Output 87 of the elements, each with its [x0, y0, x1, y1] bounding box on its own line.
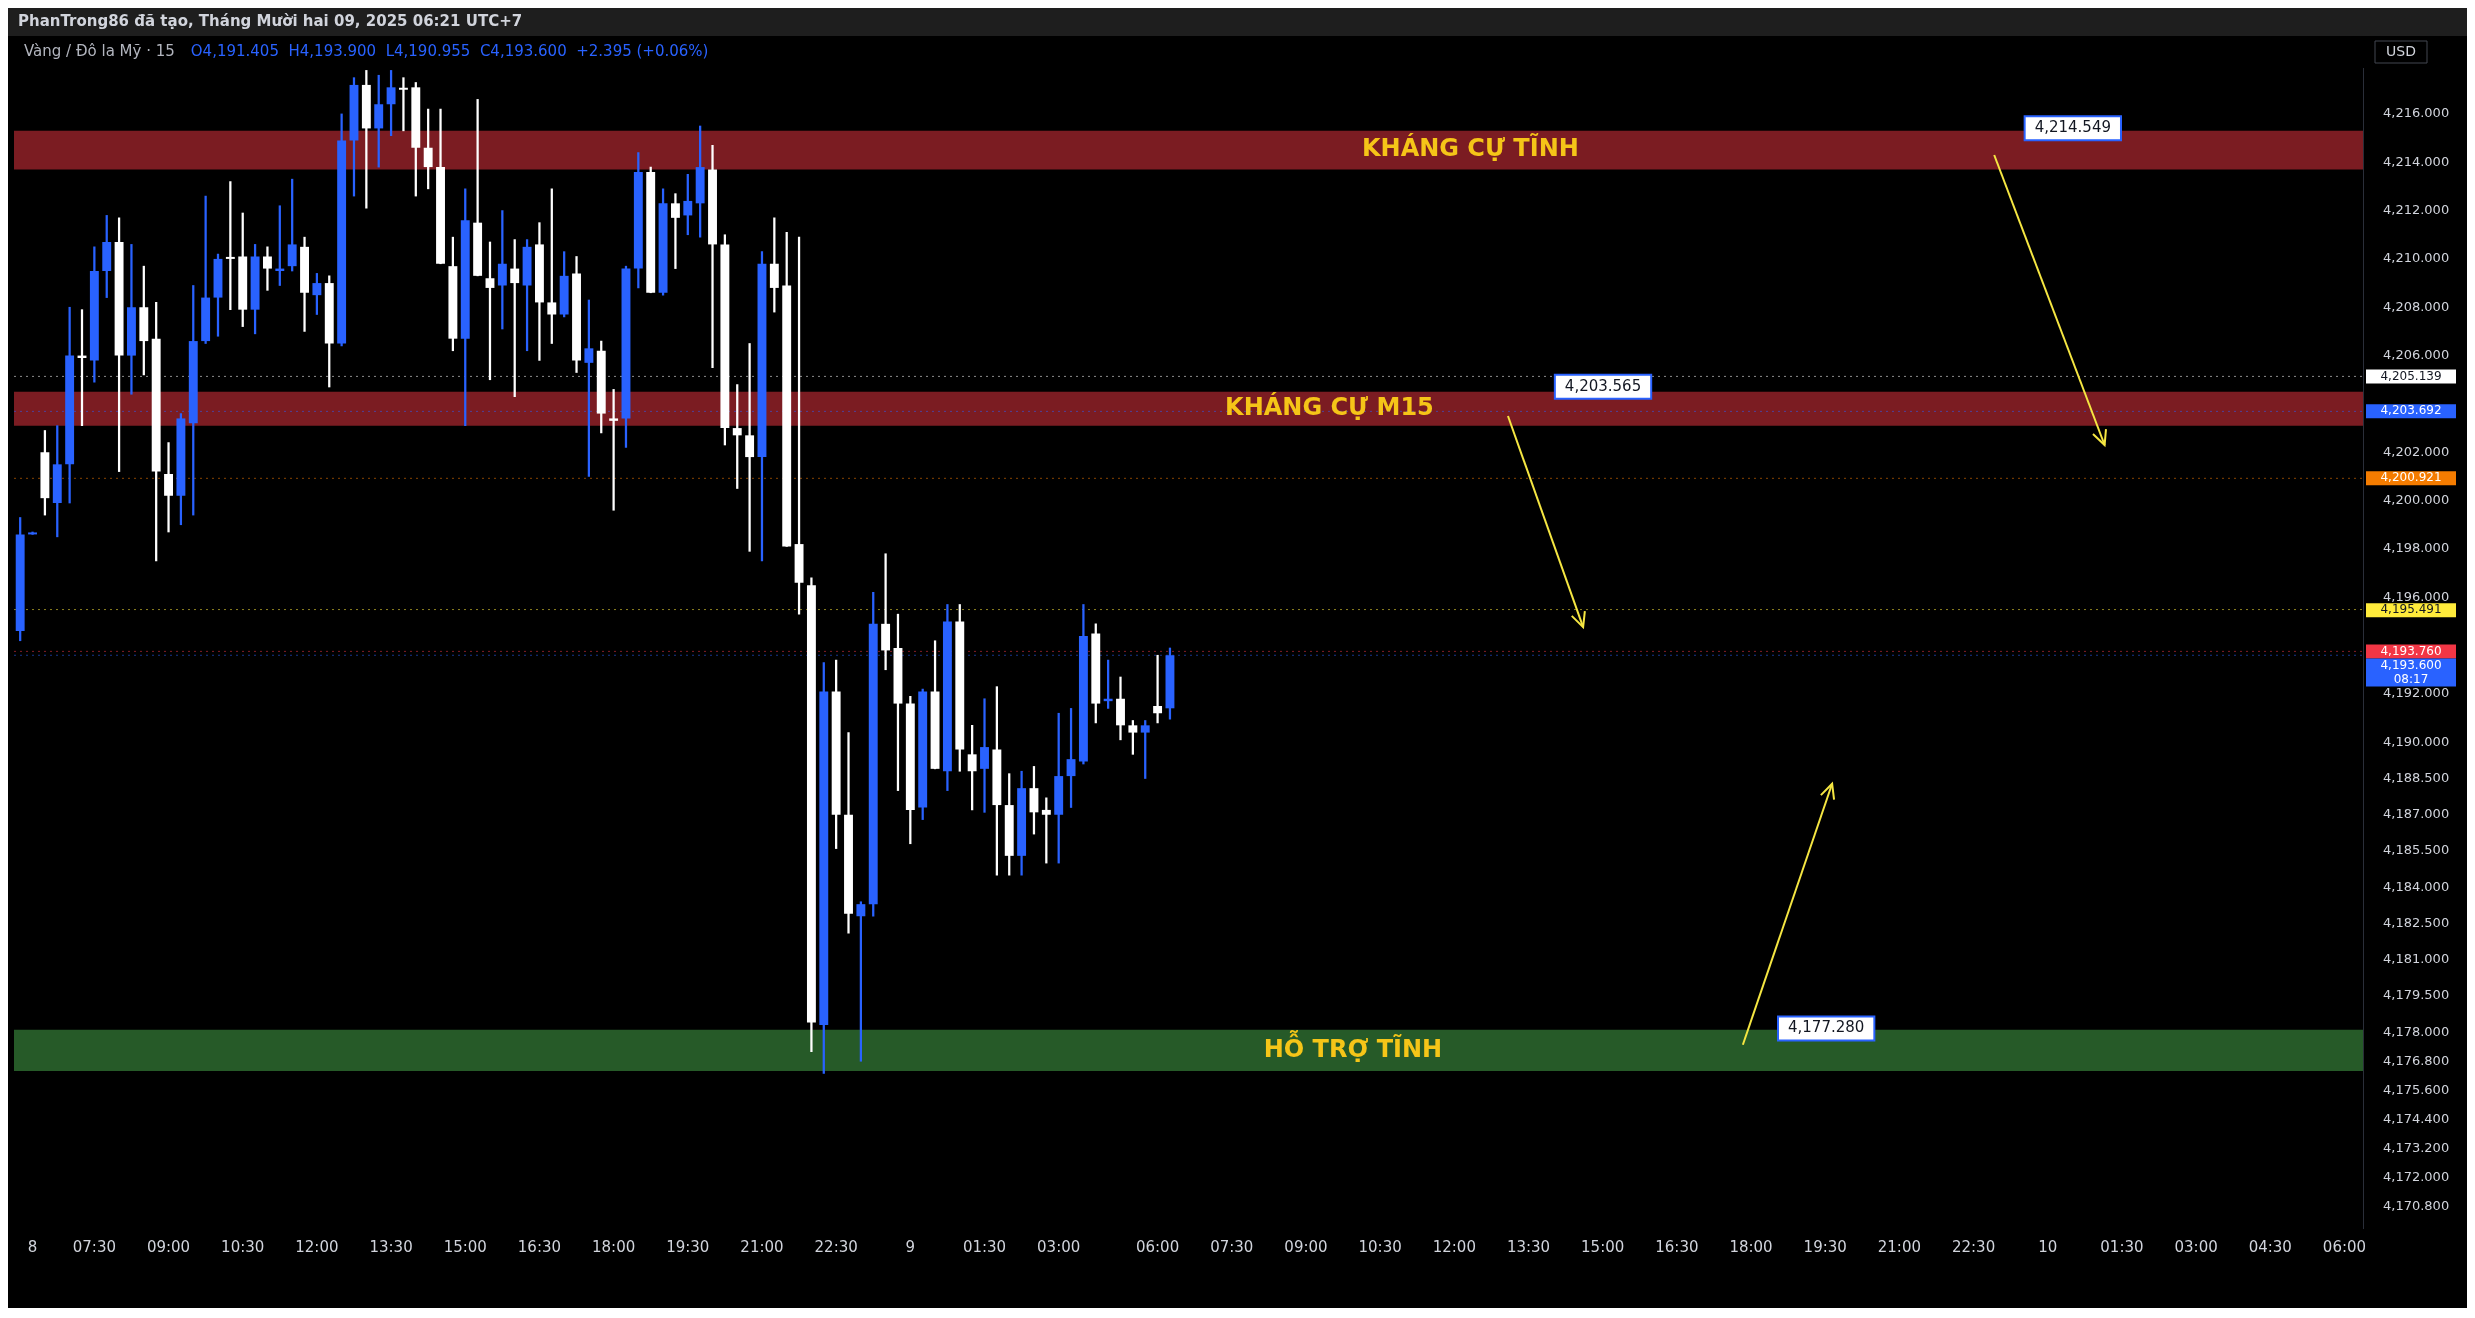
x-tick-label: 9: [905, 1237, 916, 1256]
x-tick-label: 06:00: [2322, 1237, 2367, 1256]
x-tick-label: 10:30: [221, 1237, 265, 1256]
x-tick-label: 03:00: [1037, 1237, 1081, 1256]
x-tick-label: 03:00: [2174, 1237, 2218, 1256]
candlestick: [881, 553, 891, 671]
y-tick-label: 4,192.000: [2383, 685, 2450, 701]
y-tick-label: 4,185.500: [2383, 842, 2450, 858]
y-tick-label: 4,179.500: [2383, 987, 2450, 1003]
text: PhanTrong86 đã tạo, Tháng Mười hai 09, 2025 06:21 UTC+7: [18, 11, 523, 30]
y-tick-label: 4,190.000: [2383, 733, 2450, 749]
annotation: 4,214.549: [2034, 118, 2111, 137]
y-tick-label: 4,178.000: [2383, 1023, 2450, 1039]
candlestick: [980, 698, 989, 813]
x-tick-label: 07:30: [1210, 1237, 1254, 1256]
candlestick: [262, 246, 272, 291]
x-tick-label: 09:00: [146, 1237, 191, 1256]
x-tick-label: 19:30: [666, 1237, 710, 1256]
x-tick-label: 01:30: [962, 1237, 1007, 1256]
x-tick-label: 16:30: [517, 1237, 562, 1256]
x-tick-label: 22:30: [1951, 1237, 1996, 1256]
x-tick-label: 07:30: [72, 1237, 116, 1256]
annotation: 4,203.565: [1564, 376, 1642, 395]
candlestick: [1153, 654, 1163, 724]
x-tick-label: 09:00: [1284, 1237, 1328, 1256]
x-tick-label: 22:30: [814, 1237, 858, 1256]
x-tick-label: 13:30: [1506, 1237, 1551, 1256]
candlestick: [398, 77, 408, 132]
x-tick-label: 12:00: [1432, 1237, 1476, 1256]
y-tick-label: 4,172.000: [2383, 1168, 2450, 1184]
y-tick-label: 4,214.000: [2383, 153, 2450, 169]
chart-title: Vàng / Đô la Mỹ · 15: [24, 41, 175, 60]
ref-line-label: 4,205.139: [2380, 368, 2442, 383]
y-tick-label: 4,176.800: [2383, 1052, 2450, 1068]
x-tick-label: 04:30: [2248, 1237, 2292, 1256]
chart-subtitle: O4,191.405 H4,193.900 L4,190.955 C4,193.600 +2.395 (+0.06%): [190, 41, 709, 60]
y-tick-label: 4,174.400: [2383, 1110, 2450, 1126]
y-tick-label: 4,187.000: [2383, 806, 2450, 822]
y-tick-label: 4,208.000: [2383, 298, 2450, 314]
y-tick-label: 4,212.000: [2383, 201, 2450, 217]
y-tick-label: 4,173.200: [2383, 1139, 2450, 1155]
y-tick-label: 4,181.000: [2383, 951, 2450, 967]
x-tick-label: 06:00: [1135, 1237, 1180, 1256]
x-tick-label: 15:00: [1581, 1237, 1625, 1256]
y-tick-label: 4,184.000: [2383, 878, 2450, 894]
text: 08:17: [2393, 671, 2429, 686]
y-tick-label: 4,216.000: [2383, 105, 2450, 121]
band-label: HỖ TRỢ TĨNH: [1263, 1029, 1443, 1063]
annotation: 4,177.280: [1788, 1018, 1865, 1037]
x-tick-label: 19:30: [1803, 1237, 1847, 1256]
y-tick-label: 4,202.000: [2383, 443, 2450, 459]
y-tick-label: 4,206.000: [2383, 346, 2450, 362]
y-tick-label: 4,210.000: [2383, 250, 2450, 266]
candlestick: [473, 99, 483, 277]
y-tick-label: 4,170.800: [2383, 1197, 2450, 1213]
y-tick-label: 4,175.600: [2383, 1081, 2450, 1097]
x-tick-label: 8: [27, 1237, 38, 1256]
y-axis-title: USD: [2386, 42, 2416, 59]
y-tick-label: 4,182.500: [2383, 914, 2450, 930]
candlestick: [201, 195, 211, 344]
x-tick-label: 21:00: [1877, 1237, 1921, 1256]
x-tick-label: 18:00: [592, 1237, 636, 1256]
x-tick-label: 01:30: [2100, 1237, 2144, 1256]
ref-line-label: 4,200.921: [2380, 470, 2442, 485]
y-tick-label: 4,188.500: [2383, 769, 2450, 785]
ref-line-label: 4,195.491: [2380, 602, 2442, 617]
x-tick-label: 18:00: [1729, 1237, 1773, 1256]
y-tick-label: 4,198.000: [2383, 540, 2450, 556]
x-tick-label: 12:00: [295, 1237, 339, 1256]
ref-line-label: 4,193.760: [2380, 643, 2442, 658]
y-tick-label: 4,196.000: [2383, 588, 2450, 604]
ref-line-label: 4,203.692: [2380, 403, 2442, 418]
ref-line-label: 4,193.600: [2380, 657, 2442, 672]
x-tick-label: 21:00: [740, 1237, 784, 1256]
candlestick: [164, 442, 173, 533]
x-tick-label: 10:30: [1358, 1237, 1402, 1256]
candlestick: [609, 389, 619, 511]
band-label: KHÁNG CỰ TĨNH: [1361, 133, 1579, 163]
x-tick-label: 10: [2038, 1237, 2058, 1256]
y-tick-label: 4,200.000: [2383, 491, 2450, 507]
x-tick-label: 15:00: [443, 1237, 487, 1256]
candlestick: [127, 244, 136, 395]
candlestick: [670, 193, 680, 269]
x-tick-label: 13:30: [369, 1237, 413, 1256]
candlestick: [745, 343, 755, 552]
band-label: KHÁNG CỰ M15: [1225, 391, 1434, 421]
x-tick-label: 16:30: [1655, 1237, 1699, 1256]
